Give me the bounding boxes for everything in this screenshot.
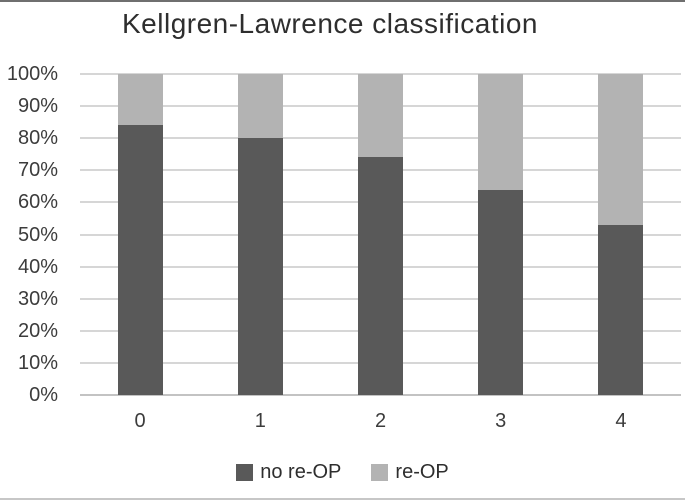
bar-0-segment-re-op (117, 74, 163, 126)
y-tick-label: 60% (17, 191, 58, 214)
y-tick-label: 0% (29, 384, 58, 406)
y-tick-label: 10% (17, 351, 58, 374)
stacked-bar-2 (358, 74, 403, 395)
bar-2-segment-re-op (358, 74, 403, 158)
stacked-bar-1 (237, 74, 283, 395)
y-tick-label: 90% (17, 95, 58, 118)
legend-label-re-op: re-OP (395, 461, 449, 483)
x-tick-label-2: 2 (374, 410, 387, 432)
y-tick-label: 20% (17, 319, 58, 342)
legend-swatch-no-re-op-icon (236, 464, 254, 481)
legend-swatch-re-op-icon (371, 464, 389, 481)
bar-slot-4 (561, 74, 681, 395)
bar-4-segment-re-op (598, 74, 644, 225)
x-tick-label-0: 0 (134, 410, 146, 432)
legend-item-re-op: re-OP (371, 461, 449, 484)
legend-item-no-re-op: no re-OP (236, 461, 341, 484)
y-tick-label: 100% (6, 63, 58, 85)
bar-slot-1 (200, 74, 320, 395)
bar-0-segment-no-re-op (117, 125, 163, 395)
legend: no re-OP re-OP (0, 461, 685, 484)
plot-area (80, 73, 681, 396)
y-tick-label: 30% (17, 287, 58, 310)
x-axis-baseline (80, 394, 681, 396)
bar-slot-2 (320, 74, 440, 395)
bar-3-segment-re-op (478, 74, 524, 190)
bars-container (80, 74, 681, 395)
stacked-bar-3 (478, 74, 524, 395)
y-tick-label: 80% (17, 127, 58, 150)
x-axis: 0 1 2 3 4 (80, 410, 681, 433)
bar-1-segment-re-op (237, 74, 283, 139)
bar-4-segment-no-re-op (598, 224, 644, 395)
y-axis: 100% 90% 80% 70% 60% 50% 40% 30% 20% 10% 0% (0, 64, 58, 405)
bar-2-segment-no-re-op (358, 157, 403, 395)
stacked-bar-0 (117, 74, 163, 395)
x-tick-label-4: 4 (615, 410, 627, 432)
y-tick-label: 50% (17, 223, 58, 246)
bar-slot-0 (80, 74, 200, 395)
bar-3-segment-no-re-op (478, 189, 524, 395)
gridline (80, 73, 681, 75)
legend-label-no-re-op: no re-OP (260, 461, 342, 483)
chart-title: Kellgren-Lawrence classification (122, 8, 538, 39)
y-tick-label: 40% (17, 255, 58, 278)
y-tick-label: 70% (17, 159, 58, 182)
stacked-bar-4 (598, 74, 644, 395)
x-tick-label-3: 3 (495, 410, 507, 432)
bar-1-segment-no-re-op (237, 138, 283, 395)
bar-slot-3 (441, 74, 561, 395)
x-tick-label-1: 1 (254, 410, 266, 432)
